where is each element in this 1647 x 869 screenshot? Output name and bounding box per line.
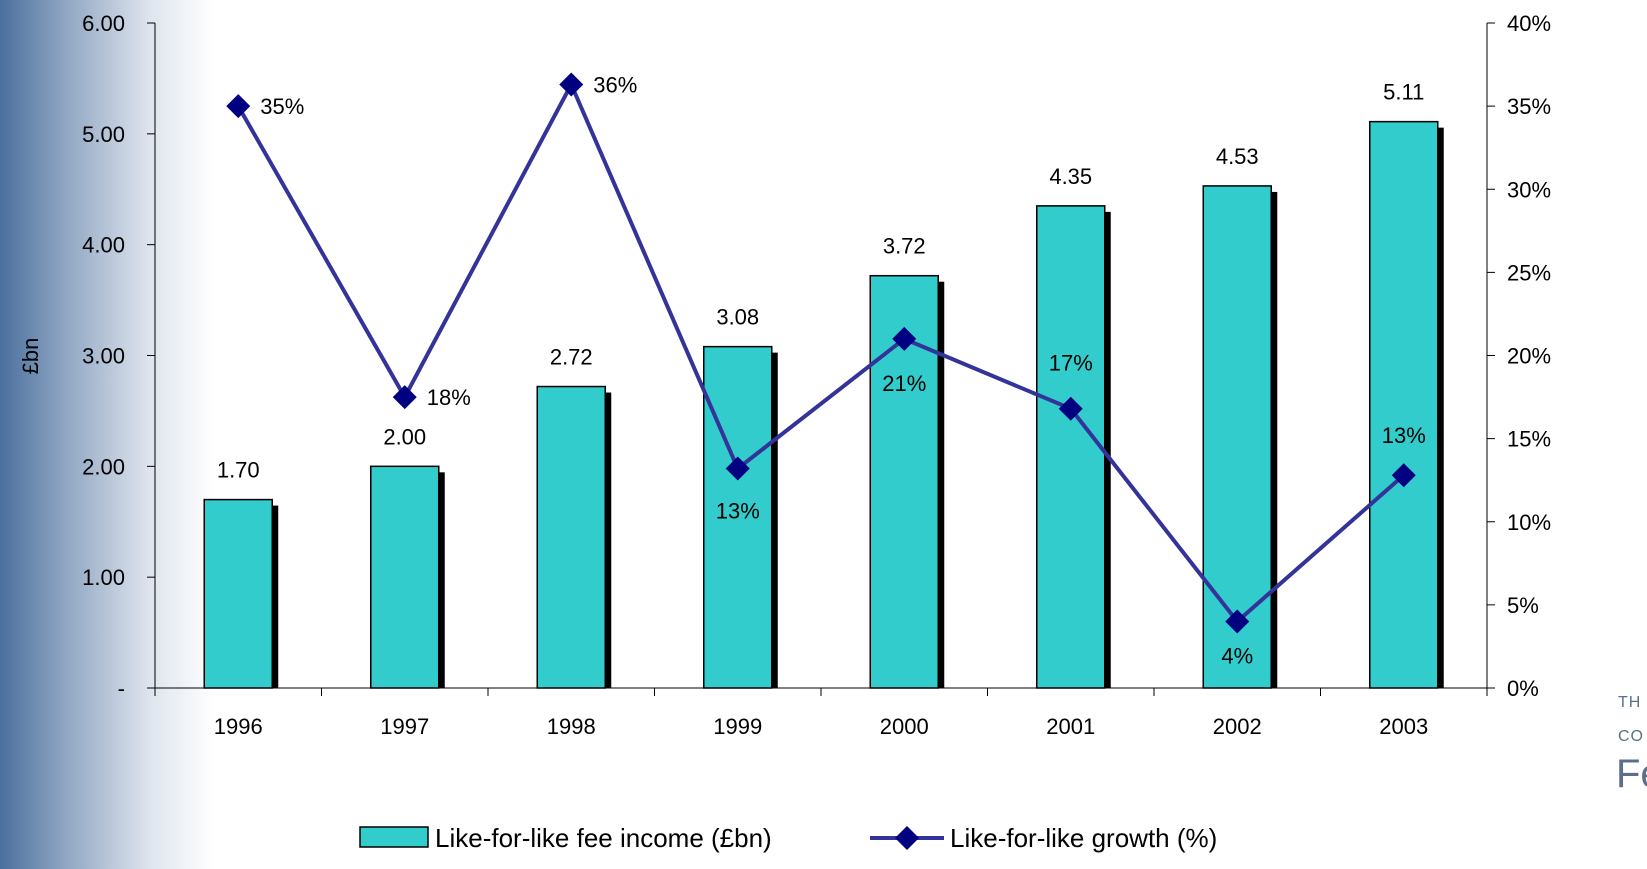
left-y-tick-label: 5.00 [82,122,125,147]
growth-data-label: 4% [1221,644,1253,669]
growth-marker [226,94,251,119]
growth-line [236,79,1406,625]
bar-data-label: 2.72 [550,345,593,370]
growth-data-label: 36% [593,73,637,98]
x-tick-label: 2003 [1379,714,1428,739]
growth-marker [1391,463,1416,488]
left-y-tick-label: 4.00 [82,233,125,258]
right-y-tick-label: 0% [1507,676,1539,701]
legend-swatch-marker [895,826,919,850]
left-y-tick-label: 3.00 [82,344,125,369]
bar-data-label: 5.11 [1383,80,1424,105]
x-tick-label: 1997 [380,714,429,739]
bar [203,498,273,689]
growth-marker [892,326,917,351]
bar [1369,120,1439,689]
bar-data-label: 4.53 [1216,144,1259,169]
x-tick-label: 1998 [547,714,596,739]
left-y-tick-label: 2.00 [82,454,125,479]
logo-text-line-1: TH [1618,694,1642,711]
bar-data-label: 3.08 [716,305,759,330]
x-tick-label: 1999 [713,714,762,739]
left-y-tick-label: - [118,676,125,701]
bar-data-label: 4.35 [1049,164,1092,189]
bar [370,465,440,689]
left-y-tick-label: 1.00 [82,565,125,590]
logo-text-line-3: Fe [1616,752,1647,796]
bar [1036,205,1106,689]
right-y-tick-label: 10% [1507,510,1551,535]
legend-swatch-bar [359,826,429,848]
publisher-logo: TH CO Fe [1608,694,1647,869]
x-tick-label: 1996 [214,714,263,739]
growth-marker [1225,609,1250,634]
right-y-tick-label: 30% [1507,177,1551,202]
growth-data-label: 18% [427,385,471,410]
right-y-tick-label: 5% [1507,593,1539,618]
side-gradient-decoration [0,0,215,869]
right-y-tick-label: 15% [1507,427,1551,452]
growth-marker [559,72,584,97]
y-axis-label: £bn [18,338,43,375]
growth-marker [392,385,417,410]
right-y-tick-label: 25% [1507,260,1551,285]
bar-data-label: 2.00 [383,424,426,449]
bar-data-label: 3.72 [883,234,926,259]
growth-data-label: 35% [260,94,304,119]
legend-label-line: Like-for-like growth (%) [950,823,1217,853]
right-y-tick-label: 40% [1507,11,1551,36]
bar [703,345,773,689]
growth-data-label: 13% [716,499,760,524]
x-tick-label: 2001 [1046,714,1095,739]
legend-label-bar: Like-for-like fee income (£bn) [435,823,772,853]
bar [1202,185,1272,689]
right-y-tick-label: 20% [1507,344,1551,369]
growth-data-label: 13% [1382,423,1426,448]
growth-marker [725,456,750,481]
right-y-tick-label: 35% [1507,94,1551,119]
growth-data-label: 21% [882,371,926,396]
bar-data-label: 1.70 [217,458,260,483]
growth-data-label: 17% [1049,351,1093,376]
x-tick-label: 2002 [1213,714,1262,739]
logo-text-line-2: CO [1618,728,1644,745]
growth-marker [1058,396,1083,421]
bar [536,385,606,689]
left-y-tick-label: 6.00 [82,11,125,36]
x-tick-label: 2000 [880,714,929,739]
